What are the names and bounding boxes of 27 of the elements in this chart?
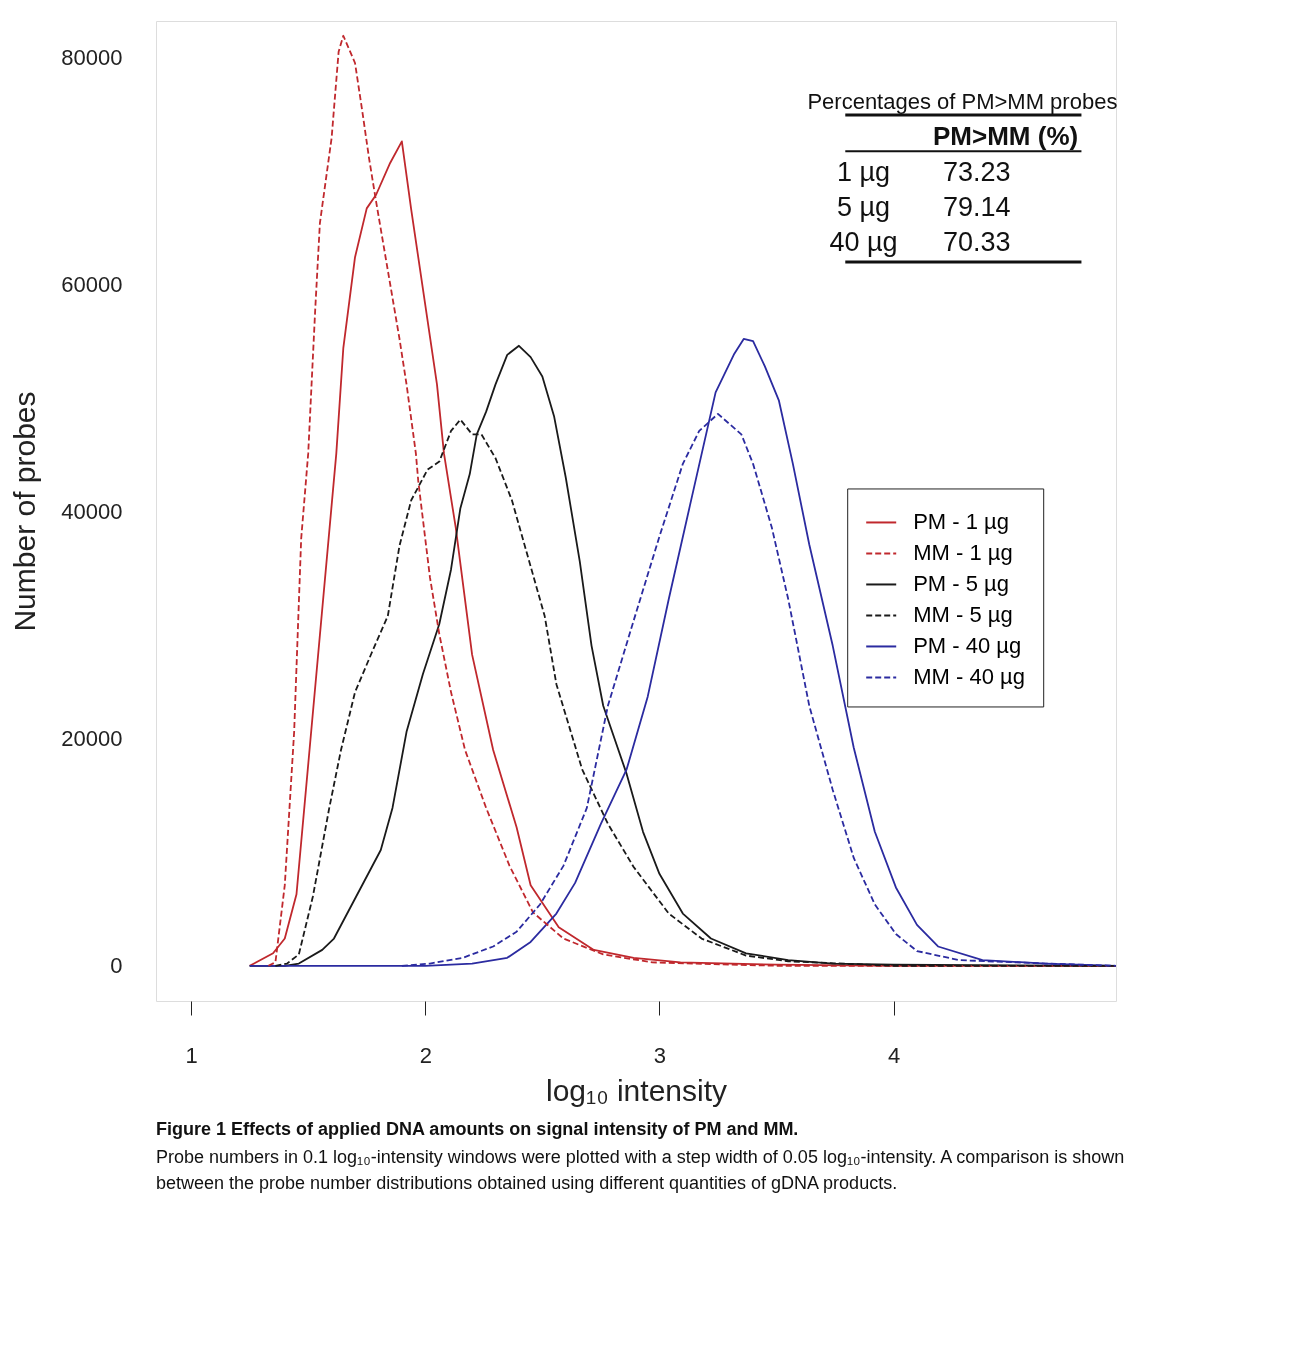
y-tick-label: 20000	[61, 726, 123, 752]
annotation: PM>MM (%)	[933, 120, 1079, 151]
annotation: 73.23	[943, 156, 1011, 187]
x-tick-label: 3	[653, 1042, 667, 1068]
y-tick-label: 60000	[61, 271, 123, 297]
legend-label: PM - 40 µg	[913, 633, 1022, 659]
annotation: 40 µg	[829, 227, 898, 258]
x-tick-label: 4	[887, 1042, 901, 1068]
annotation: 1 µg	[836, 156, 891, 187]
annotation: 79.14	[943, 192, 1011, 223]
legend-label: PM - 5 µg	[913, 571, 1010, 597]
y-tick-label: 40000	[61, 499, 123, 525]
legend-label: MM - 5 µg	[913, 602, 1013, 628]
legend-label: MM - 1 µg	[913, 540, 1013, 566]
caption: Figure 1 Effects of applied DNA amounts on signal intensity of PM and MM.	[156, 1119, 799, 1139]
legend-label: MM - 40 µg	[913, 664, 1025, 690]
x-tick-label: 1	[185, 1042, 198, 1068]
x-axis-title: log₁₀ intensity	[546, 1073, 727, 1107]
y-tick-label: 80000	[61, 44, 123, 70]
annotation: 5 µg	[836, 192, 891, 223]
annotation: 70.33	[943, 227, 1011, 258]
text: Probe numbers in 0.1 log₁₀-intensity windows were plotted with a step width of 0.05 log₁₀-intensity. A comparison is shown between the probe number distributions obtained using different quantities of gDNA products.	[156, 1147, 1125, 1193]
annotation: Percentages of PM>MM probes	[807, 89, 1118, 115]
y-axis-title: Number of probes	[8, 391, 42, 632]
x-tick-label: 2	[419, 1042, 432, 1068]
legend-label: PM - 1 µg	[913, 509, 1010, 535]
y-tick-label: 0	[110, 953, 123, 979]
